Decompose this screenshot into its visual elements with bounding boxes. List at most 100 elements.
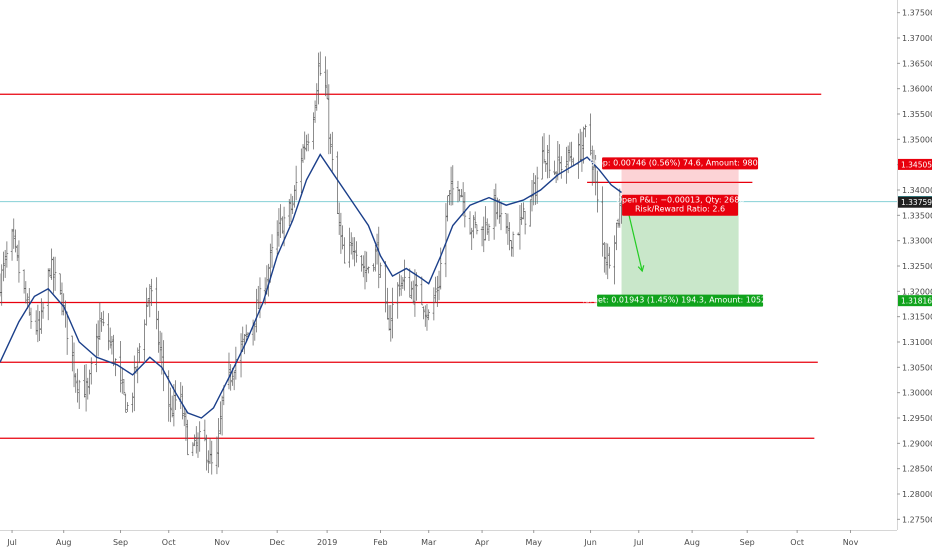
candle	[472, 215, 475, 239]
time-tick-label: Jun	[583, 538, 597, 547]
candle	[582, 126, 585, 164]
candle	[387, 305, 391, 331]
moving-average-line	[0, 153, 622, 419]
candle	[606, 243, 610, 280]
candle	[52, 256, 55, 294]
candle	[361, 255, 365, 278]
time-tick-label: May	[525, 538, 542, 547]
price-axis-bg	[897, 0, 932, 550]
candle	[615, 222, 618, 251]
candle	[53, 256, 57, 291]
candle	[408, 268, 412, 298]
candle	[487, 223, 491, 242]
candle	[475, 224, 479, 235]
candle	[124, 393, 127, 413]
price-tick-label: 1.32000	[902, 287, 932, 296]
candle	[100, 312, 103, 332]
time-axis[interactable]: Jul Aug Sep Oct Nov Dec 2019 Feb Mar Apr May Jun Jul…	[0, 530, 897, 550]
candle	[306, 133, 310, 152]
candle	[372, 263, 375, 272]
candle	[84, 364, 88, 412]
candle	[287, 198, 291, 226]
candle	[363, 250, 367, 290]
candle	[313, 100, 317, 123]
candle	[220, 395, 224, 436]
price-tick-label: 1.27500	[902, 515, 932, 524]
candle	[291, 195, 294, 215]
time-tick-label: Aug	[684, 538, 700, 547]
candle	[492, 188, 496, 240]
candle	[355, 241, 358, 263]
time-tick-label: Aug	[56, 538, 72, 547]
candle	[48, 268, 52, 278]
candle	[451, 165, 455, 206]
candle	[375, 233, 379, 265]
price-axis[interactable]: 1.27500 1.28000 1.28500 1.29000 1.29500 1.300…	[897, 0, 932, 550]
candle	[98, 302, 102, 341]
candle	[132, 355, 136, 412]
candle	[186, 419, 189, 456]
time-tick-label: Jul	[633, 538, 644, 547]
candle	[535, 166, 539, 204]
price-tick-label: 1.35000	[902, 135, 932, 144]
candle	[341, 225, 344, 250]
candle	[518, 204, 522, 250]
pnl-label-text: Open P&L: −0.00013, Qty: 2680	[616, 196, 745, 205]
price-tick-label: 1.37500	[902, 9, 932, 18]
candle	[516, 232, 520, 236]
candle	[541, 136, 544, 180]
candle	[76, 368, 79, 403]
candle	[324, 56, 327, 97]
candle	[72, 342, 76, 388]
candle	[275, 220, 279, 255]
candle	[522, 202, 525, 220]
candle	[396, 282, 400, 319]
stop-label-text: Stop: 0.00746 (0.56%) 74.6, Amount: 980.…	[590, 158, 771, 167]
candle	[267, 263, 270, 297]
candle	[305, 134, 308, 152]
candle	[155, 277, 158, 330]
price-tag: 1.33759	[898, 196, 932, 208]
candle	[217, 418, 220, 468]
stop-label: Stop: 0.00746 (0.56%) 74.6, Amount: 980.…	[590, 157, 771, 170]
candle	[112, 334, 115, 367]
candle	[463, 191, 467, 228]
candle	[458, 189, 461, 202]
candle	[239, 333, 243, 378]
candle	[499, 201, 503, 231]
candle	[131, 392, 134, 413]
stop-label-bg	[602, 157, 759, 170]
candle	[170, 395, 174, 418]
candle	[578, 128, 582, 162]
candle	[456, 180, 460, 203]
candle	[208, 438, 212, 464]
price-tick-label: 1.30000	[902, 389, 932, 398]
time-tick-label: 2019	[317, 538, 337, 547]
price-tag-label: 1.33759	[901, 198, 932, 207]
candle	[193, 434, 196, 447]
time-tick-label: Sep	[113, 538, 128, 547]
candle	[411, 280, 415, 304]
price-tag-bg	[898, 196, 932, 208]
candle	[122, 379, 126, 396]
candle	[559, 156, 563, 179]
candle	[207, 450, 210, 474]
candle	[136, 347, 140, 384]
candle	[46, 268, 50, 321]
candle	[24, 281, 28, 304]
price-tick-label: 1.34000	[902, 186, 932, 195]
candle	[596, 170, 599, 213]
candle	[330, 131, 334, 172]
candle	[108, 327, 112, 349]
candle	[604, 242, 608, 275]
candle	[511, 231, 515, 257]
candle	[14, 229, 17, 253]
candle	[570, 141, 573, 167]
candle	[255, 288, 258, 333]
candle	[367, 266, 370, 274]
candle	[523, 210, 527, 235]
candle	[608, 246, 611, 269]
candle	[590, 145, 594, 186]
